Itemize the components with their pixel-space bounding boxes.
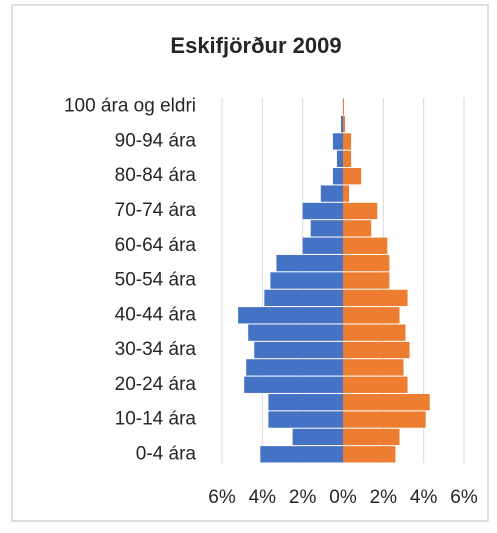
x-tick-label: 0% (329, 487, 357, 508)
bar (260, 446, 343, 463)
bar (332, 168, 343, 185)
bar (343, 428, 400, 446)
y-tick-label: 60-64 ára (115, 235, 197, 256)
bar (343, 98, 345, 115)
bar (343, 341, 410, 359)
bar (343, 324, 406, 341)
y-tick-label: 40-44 ára (115, 304, 197, 325)
y-tick-label: 20-24 ára (115, 374, 197, 395)
x-tick-label: 4% (410, 487, 438, 508)
bar (343, 359, 404, 376)
bar (343, 133, 352, 150)
bar (264, 289, 343, 307)
bar (292, 428, 343, 446)
bar (248, 324, 343, 341)
bar (336, 150, 343, 168)
bar (343, 150, 352, 168)
bar (246, 359, 343, 376)
bar (343, 446, 396, 463)
bar (340, 115, 343, 133)
chart-title: Eskifjörður 2009 (170, 33, 341, 58)
y-tick-label: 80-84 ára (115, 165, 197, 186)
bar (254, 341, 343, 359)
x-tick-label: 2% (289, 487, 317, 508)
bar (238, 307, 343, 324)
bar (270, 272, 343, 289)
bar (343, 220, 372, 237)
bar (343, 202, 378, 220)
bar (268, 393, 343, 411)
y-tick-label: 50-54 ára (115, 270, 197, 291)
y-tick-label: 100 ára og eldri (64, 96, 196, 117)
bar (310, 220, 343, 237)
y-tick-label: 0-4 ára (136, 443, 197, 464)
bar (343, 289, 408, 307)
bar (276, 254, 343, 272)
bar (343, 376, 408, 393)
bar (320, 185, 343, 202)
bar (302, 237, 343, 254)
y-tick-label: 10-14 ára (115, 409, 197, 430)
bar (343, 168, 362, 185)
y-tick-label: 30-34 ára (115, 339, 197, 360)
x-tick-label: 4% (249, 487, 277, 508)
x-tick-label: 2% (370, 487, 398, 508)
bar (343, 307, 400, 324)
bar (332, 133, 343, 150)
bar (343, 237, 388, 254)
x-tick-label: 6% (208, 487, 236, 508)
bar (343, 411, 426, 428)
bar (302, 202, 343, 220)
bar (343, 272, 390, 289)
bar (343, 185, 350, 202)
bar (343, 393, 430, 411)
y-tick-label: 70-74 ára (115, 200, 197, 221)
chart-frame (11, 4, 489, 522)
bar (244, 376, 343, 393)
x-tick-label: 6% (450, 487, 478, 508)
y-tick-label: 90-94 ára (115, 130, 197, 151)
bar (268, 411, 343, 428)
bar (343, 254, 390, 272)
bar (343, 115, 346, 133)
